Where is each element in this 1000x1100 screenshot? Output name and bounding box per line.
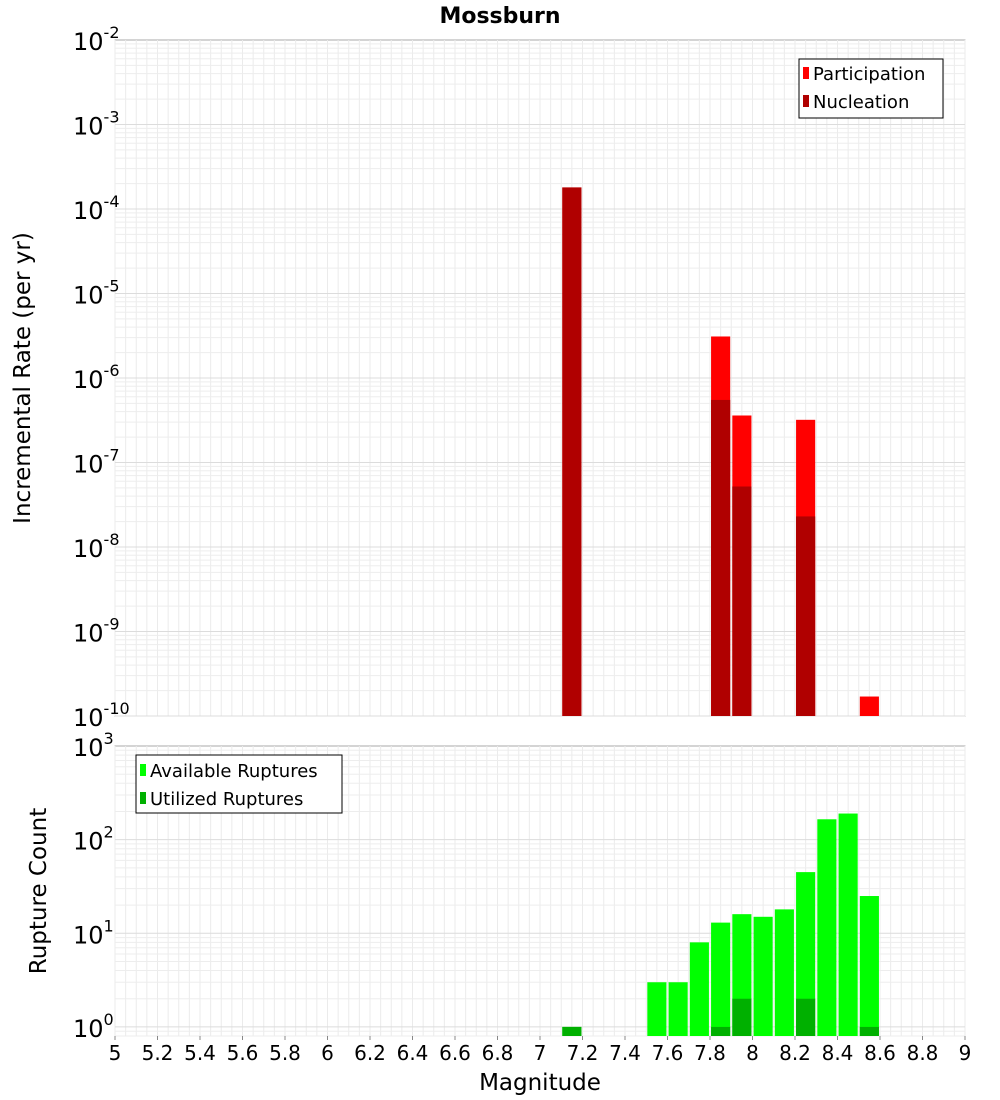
x-tick-label: 9	[959, 1041, 972, 1065]
x-tick-label: 7	[534, 1041, 547, 1065]
bottom-y-tick-label: 101	[73, 916, 114, 949]
bottom-bar-series-2	[711, 1026, 731, 1036]
x-tick-label: 7.8	[694, 1041, 726, 1065]
legend-swatch-nucleation	[803, 95, 809, 107]
top-y-tick-label: 10-6	[73, 361, 120, 394]
top-y-tick-label: 10-3	[73, 108, 120, 141]
x-tick-label: 8.8	[907, 1041, 939, 1065]
legend-swatch-available	[140, 764, 146, 776]
bottom-bar-series-1	[668, 982, 688, 1036]
x-tick-label: 8	[746, 1041, 759, 1065]
bottom-bar-series-1	[838, 813, 858, 1036]
top-grid	[114, 40, 966, 717]
x-tick-label: 7.4	[609, 1041, 641, 1065]
top-y-tick-label: 10-9	[73, 615, 120, 648]
x-tick-label: 7.2	[567, 1041, 599, 1065]
bottom-y-tick-label: 102	[73, 823, 114, 856]
x-axis-ticks: 5 5.2 5.4 5.6 5.8 6 6.2 6.4 6.6 6.8 7 7.2 7.4 7.6 7.8 8…	[109, 1036, 972, 1065]
top-y-tick-label: 10-10	[73, 699, 130, 732]
x-tick-label: 7.6	[652, 1041, 684, 1065]
x-tick-label: 8.2	[779, 1041, 811, 1065]
bottom-y-tick-label: 103	[73, 729, 114, 762]
bottom-bar-series-2	[796, 998, 816, 1036]
bottom-legend: Available Ruptures Utilized Ruptures	[135, 754, 343, 814]
bottom-bar-series-1	[753, 916, 773, 1036]
top-legend-box	[798, 58, 944, 119]
x-tick-label: 6.8	[482, 1041, 514, 1065]
bottom-bar-series-1	[774, 909, 794, 1036]
x-tick-label: 5.4	[184, 1041, 216, 1065]
bottom-y-axis-ticks: 100 101 102 103	[73, 729, 114, 1043]
legend-label-nucleation: Nucleation	[813, 92, 909, 113]
bottom-bar-series-1	[817, 819, 837, 1036]
bottom-bar-series-2	[732, 998, 752, 1036]
top-bar-series-2	[711, 399, 731, 716]
top-y-tick-label: 10-7	[73, 446, 120, 479]
x-tick-label: 6.2	[354, 1041, 386, 1065]
bottom-y-tick-label: 100	[73, 1010, 114, 1043]
top-bar-series-2	[562, 187, 582, 717]
legend-label-utilized: Utilized Ruptures	[150, 789, 303, 810]
top-bars	[562, 187, 879, 717]
x-tick-label: 8.6	[864, 1041, 896, 1065]
top-bar-series-2	[796, 516, 816, 716]
x-tick-label: 5.8	[269, 1041, 301, 1065]
bottom-bar-series-2	[859, 1026, 879, 1036]
bottom-bar-series-2	[562, 1026, 582, 1036]
legend-swatch-participation	[803, 67, 809, 79]
top-bar-series-2	[732, 486, 752, 716]
top-y-tick-label: 10-8	[73, 530, 120, 563]
bottom-bar-series-1	[796, 872, 816, 1036]
legend-label-available: Available Ruptures	[150, 761, 318, 782]
x-tick-label: 6.6	[439, 1041, 471, 1065]
bottom-bar-series-1	[689, 942, 709, 1036]
x-tick-label: 6.4	[397, 1041, 429, 1065]
x-axis-label: Magnitude	[479, 1070, 601, 1096]
legend-swatch-utilized	[140, 792, 146, 804]
x-tick-label: 5.2	[142, 1041, 174, 1065]
x-tick-label: 8.4	[822, 1041, 854, 1065]
top-y-tick-label: 10-2	[73, 23, 120, 56]
x-tick-label: 5	[109, 1041, 122, 1065]
legend-label-participation: Participation	[813, 64, 925, 85]
top-y-axis-ticks: 10-10 10-9 10-8 10-7 10-6 10-5 10-4 10-3 10-2	[73, 23, 130, 732]
top-bar-series-1	[859, 696, 879, 716]
top-y-tick-label: 10-4	[73, 192, 120, 225]
bottom-legend-box	[135, 754, 343, 814]
bottom-y-axis-label: Rupture Count	[26, 808, 52, 974]
bottom-bar-series-1	[859, 896, 879, 1036]
x-tick-label: 5.6	[227, 1041, 259, 1065]
bottom-bar-series-1	[711, 922, 731, 1036]
bottom-bars	[562, 813, 879, 1036]
chart-title: Mossburn	[439, 4, 560, 29]
top-y-tick-label: 10-5	[73, 277, 120, 310]
top-y-axis-label: Incremental Rate (per yr)	[10, 232, 36, 524]
top-legend: Participation Nucleation	[798, 58, 944, 119]
x-tick-label: 6	[321, 1041, 334, 1065]
bottom-bar-series-1	[647, 982, 667, 1036]
